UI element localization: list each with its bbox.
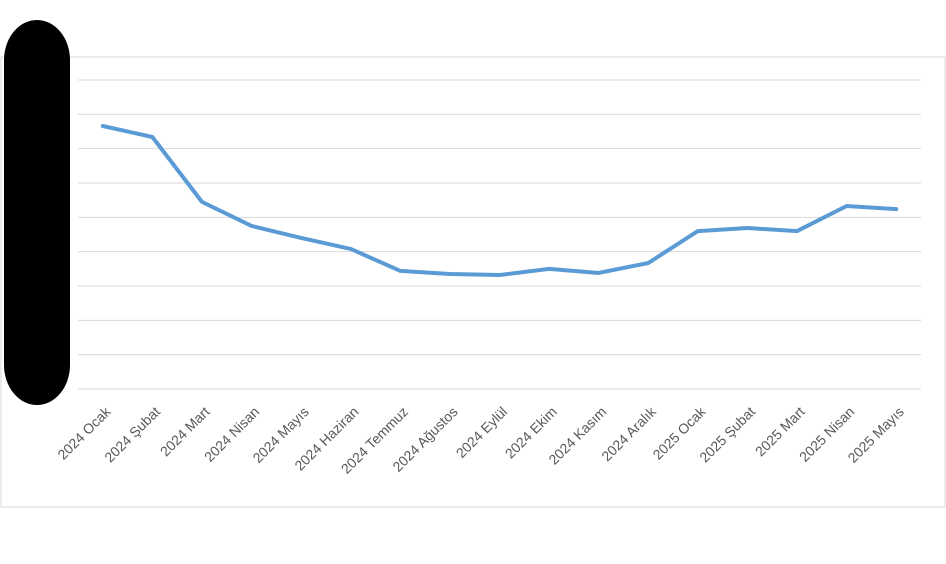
- line-series: [100, 124, 899, 278]
- chart-frame: [0, 56, 946, 508]
- redaction: [4, 20, 70, 405]
